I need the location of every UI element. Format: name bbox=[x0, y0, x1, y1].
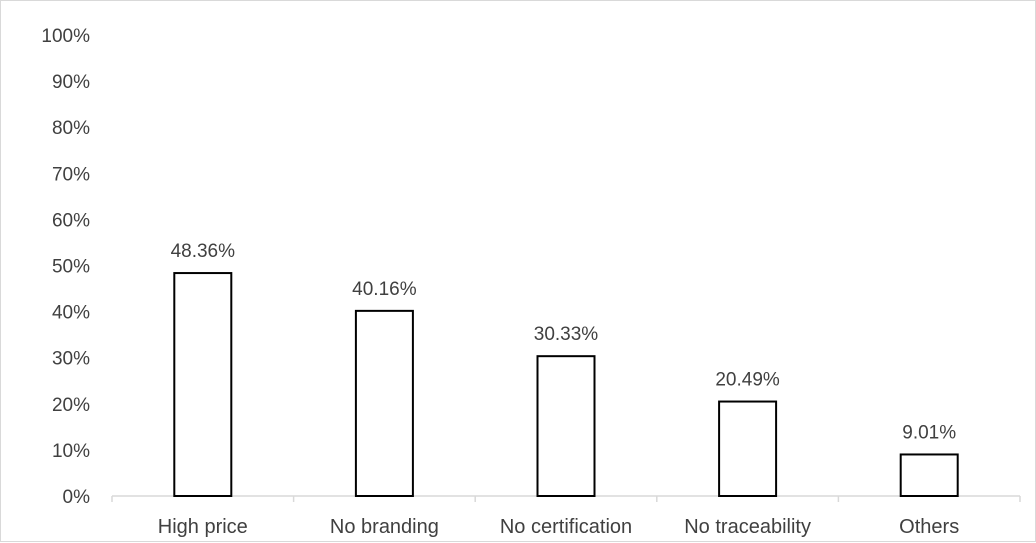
bar bbox=[899, 453, 959, 497]
bar-value-label: 9.01% bbox=[902, 422, 956, 443]
bar-value-label: 30.33% bbox=[534, 324, 599, 345]
y-tick-label: 80% bbox=[52, 118, 90, 139]
y-tick-label: 0% bbox=[63, 487, 91, 508]
bar bbox=[718, 400, 778, 498]
bar bbox=[173, 272, 233, 497]
y-tick-label: 100% bbox=[41, 26, 90, 47]
y-tick-label: 20% bbox=[52, 395, 90, 416]
bar bbox=[536, 355, 596, 498]
y-axis-ticks: 0% 10% 20% 30% 40% 50% 60% 70% 80% 90% 100% bbox=[41, 26, 90, 508]
x-category-label: Others bbox=[899, 516, 959, 538]
category-labels-group: High price No branding No certification No … bbox=[158, 516, 959, 538]
bar-value-label: 48.36% bbox=[171, 241, 236, 262]
bar-value-label: 40.16% bbox=[352, 279, 417, 300]
x-category-label: No traceability bbox=[684, 516, 811, 538]
y-tick-label: 10% bbox=[52, 441, 90, 462]
x-category-label: High price bbox=[158, 516, 248, 538]
y-tick-label: 40% bbox=[52, 303, 90, 324]
y-tick-label: 30% bbox=[52, 349, 90, 370]
y-tick-label: 60% bbox=[52, 210, 90, 231]
x-category-label: No certification bbox=[500, 516, 632, 538]
x-category-label: No branding bbox=[330, 516, 439, 538]
y-tick-label: 50% bbox=[52, 257, 90, 278]
x-axis-tick-marks bbox=[111, 496, 1021, 502]
bar bbox=[354, 309, 414, 497]
bar-value-label: 20.49% bbox=[715, 370, 780, 391]
data-labels-group: 48.36% 40.16% 30.33% 20.49% 9.01% bbox=[171, 241, 957, 443]
bars-group bbox=[173, 272, 959, 498]
y-tick-label: 90% bbox=[52, 72, 90, 93]
y-tick-label: 70% bbox=[52, 164, 90, 185]
